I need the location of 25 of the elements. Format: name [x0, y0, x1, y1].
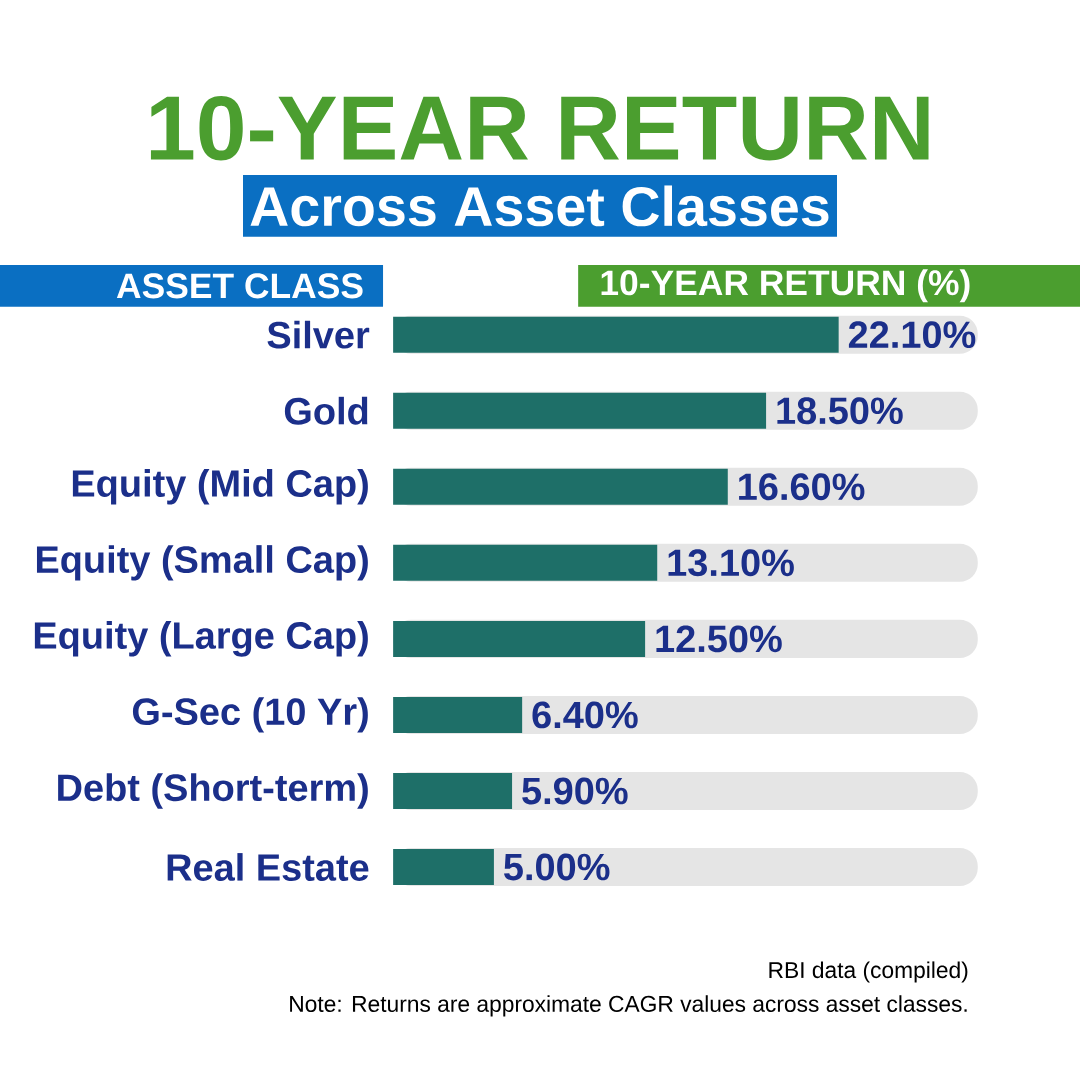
y-tick-label: Equity (Large Cap): [34, 621, 368, 657]
data-label: 5.90%: [522, 777, 628, 805]
y-tick-label: Silver: [267, 320, 370, 349]
data-label: 18.50%: [777, 397, 903, 425]
y-tick-label: Equity (Small Cap): [36, 545, 368, 581]
y-axis-title: ASSET CLASS: [116, 273, 363, 299]
y-tick-label: Gold: [284, 396, 368, 425]
x-axis-title: 10-YEAR RETURN (%): [601, 269, 970, 303]
data-label: 22.10%: [848, 321, 976, 349]
chart-title: 10-YEAR RETURN: [150, 95, 929, 161]
bar: [393, 696, 523, 733]
y-tick-label: Debt (Short-term): [58, 773, 368, 809]
y-tick-label: Real Estate: [167, 853, 369, 881]
data-label: 5.00%: [504, 853, 610, 881]
text: RBI data (compiled): [769, 961, 968, 983]
data-label: 13.10%: [668, 549, 794, 577]
y-tick-label: Equity (Mid Cap): [72, 469, 368, 505]
bar: [393, 772, 513, 809]
text: Note: Returns are approximate CAGR values across asset classes.: [290, 995, 967, 1017]
y-tick-label: G-Sec (10 Yr): [132, 697, 368, 733]
chart-subtitle: Across Asset Classes: [250, 185, 829, 227]
bar: [393, 849, 494, 886]
data-label: 12.50%: [656, 625, 782, 653]
data-label: 6.40%: [532, 701, 638, 729]
data-label: 16.60%: [739, 473, 865, 501]
